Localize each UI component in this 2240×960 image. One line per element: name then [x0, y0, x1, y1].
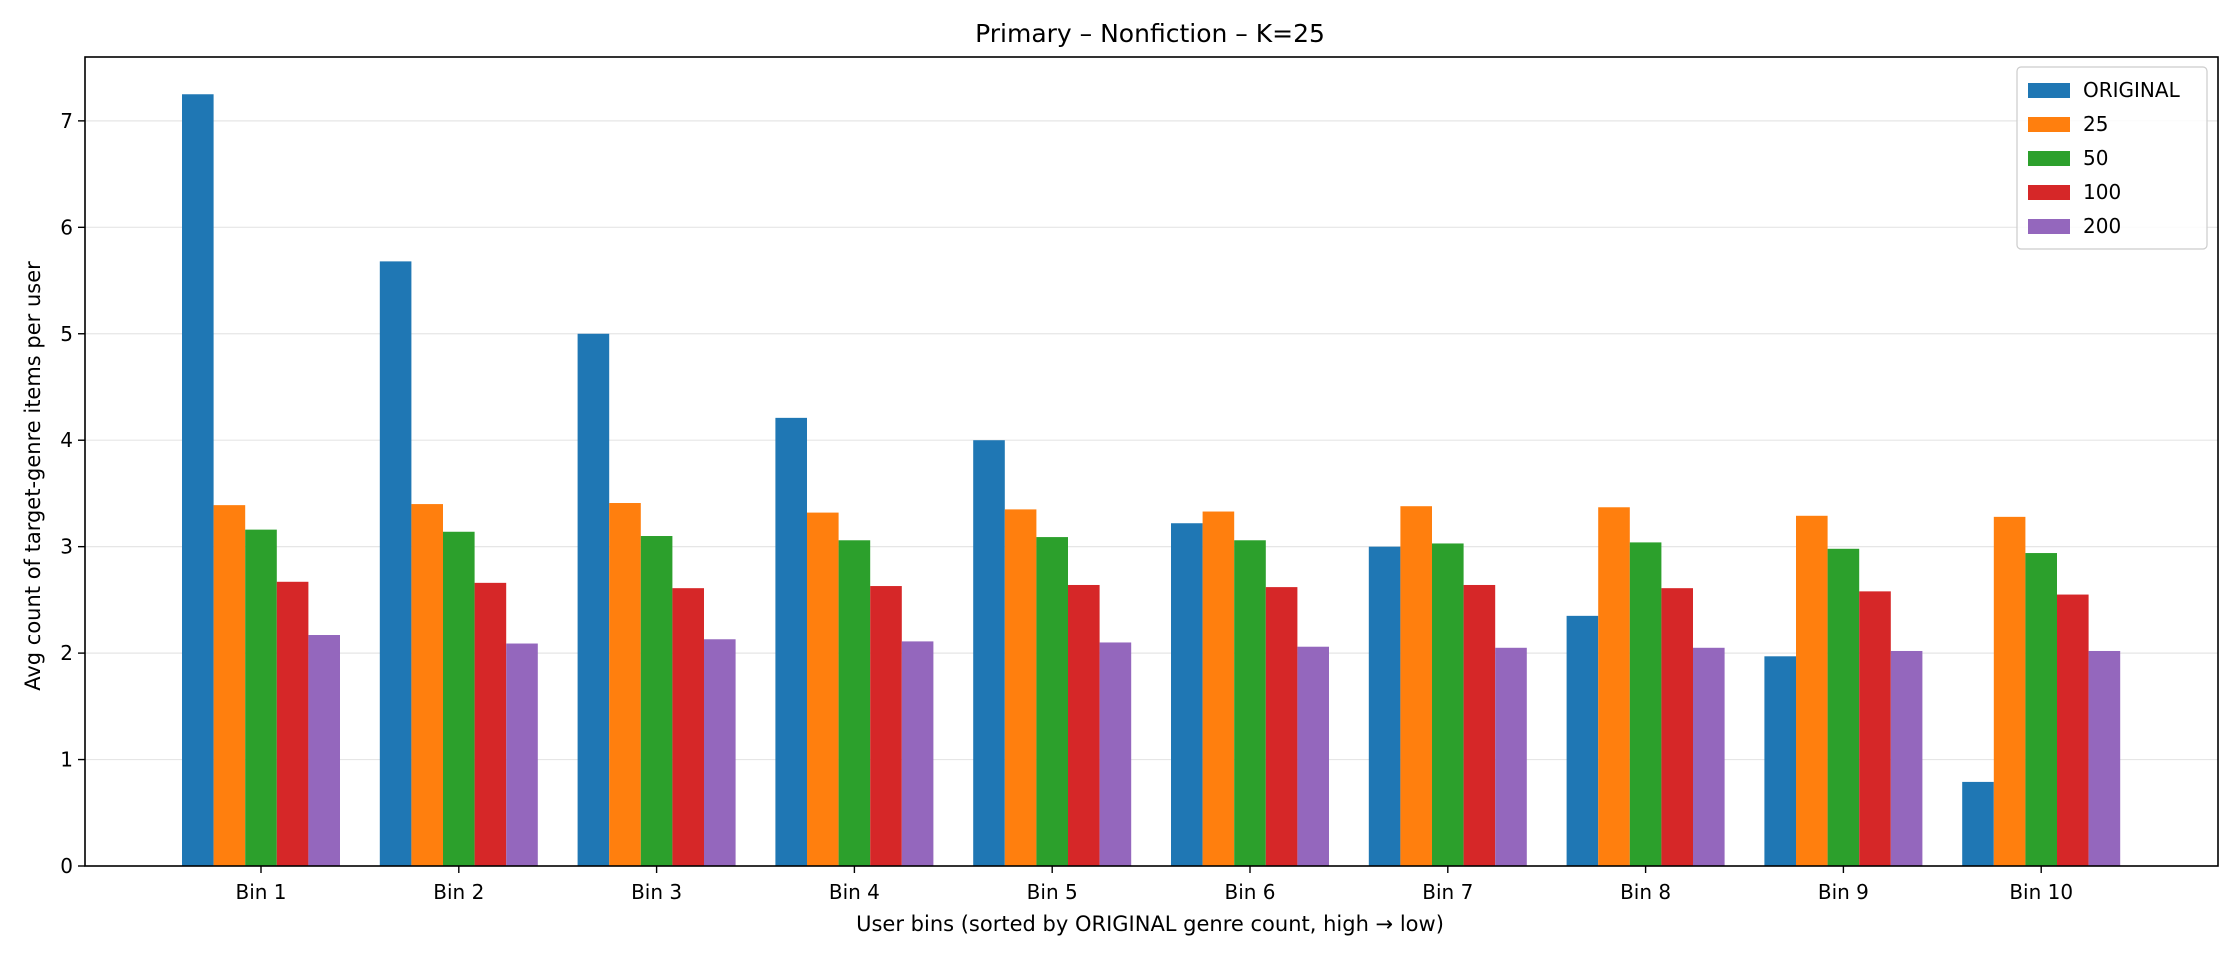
bar-25-bin-1	[213, 505, 246, 866]
bar-original-bin-4	[775, 417, 807, 866]
x-axis: Bin 1 Bin 2 Bin 3 Bin 4 Bin 5 Bin 6 Bin 7 Bin 8…	[235, 866, 2073, 904]
bar-25-bin-2	[411, 504, 443, 866]
bar-original-bin-9	[1764, 656, 1796, 866]
x-tick-label: Bin 2	[433, 880, 484, 904]
x-tick-label: Bin 9	[1818, 880, 1869, 904]
bar-100-bin-8	[1661, 588, 1693, 866]
bar-100-bin-6	[1265, 587, 1298, 866]
chart-title: Primary – Nonfiction – K=25	[975, 19, 1325, 48]
bar-50-bin-2	[443, 531, 475, 866]
x-tick-label: Bin 10	[2009, 880, 2073, 904]
plot-area-frame	[84, 56, 2219, 867]
x-tick-label: Bin 6	[1224, 880, 1275, 904]
legend-label-100: 100	[2083, 180, 2121, 204]
x-tick-label: Bin 3	[631, 880, 682, 904]
bar-25-bin-9	[1796, 515, 1828, 866]
bar-50-bin-3	[640, 536, 673, 866]
bar-original-bin-1	[182, 94, 214, 866]
legend-label-25: 25	[2083, 112, 2108, 136]
x-tick-label: Bin 7	[1422, 880, 1473, 904]
y-axis-label: Avg count of target-genre items per user	[21, 261, 45, 691]
bar-original-bin-7	[1368, 546, 1401, 866]
bar-50-bin-7	[1432, 543, 1464, 866]
y-tick-label: 4	[60, 428, 73, 452]
legend-label-200: 200	[2083, 214, 2121, 238]
y-axis: 0 1 2 3 4 5 6 7	[60, 109, 85, 878]
y-tick-label: 2	[60, 641, 73, 665]
bar-original-bin-5	[973, 440, 1005, 866]
legend-swatch-100	[2028, 185, 2070, 200]
bar-200-bin-2	[506, 643, 538, 866]
bar-25-bin-3	[609, 503, 641, 866]
bar-100-bin-7	[1463, 584, 1496, 866]
bar-original-bin-8	[1566, 615, 1599, 866]
legend: ORIGINAL 25 50 100 200	[2016, 66, 2208, 250]
bar-25-bin-8	[1598, 507, 1630, 866]
bar-200-bin-10	[2088, 650, 2121, 866]
legend-swatch-original	[2028, 83, 2070, 98]
bar-100-bin-5	[1068, 584, 1100, 866]
legend-swatch-50	[2028, 151, 2070, 166]
y-tick-label: 6	[60, 215, 73, 239]
bar-50-bin-9	[1827, 548, 1860, 866]
bar-200-bin-6	[1297, 646, 1329, 866]
bar-original-bin-6	[1171, 523, 1203, 866]
bar-50-bin-8	[1629, 542, 1662, 866]
bar-25-bin-4	[807, 512, 839, 866]
legend-box	[2016, 66, 2208, 250]
bar-100-bin-9	[1859, 591, 1891, 866]
x-tick-label: Bin 5	[1027, 880, 1078, 904]
x-tick-label: Bin 4	[829, 880, 880, 904]
bar-200-bin-1	[308, 635, 340, 866]
bar-25-bin-6	[1202, 511, 1235, 866]
bar-200-bin-3	[704, 639, 736, 866]
bar-50-bin-1	[245, 529, 277, 866]
bars	[182, 94, 2121, 867]
bar-original-bin-2	[379, 261, 412, 867]
bar-200-bin-8	[1693, 647, 1725, 866]
y-tick-label: 0	[60, 854, 73, 878]
bar-original-bin-10	[1962, 781, 1994, 866]
bar-50-bin-4	[838, 540, 871, 866]
x-tick-label: Bin 1	[235, 880, 286, 904]
bar-original-bin-3	[577, 333, 610, 866]
bar-200-bin-9	[1890, 650, 1923, 866]
bar-50-bin-5	[1036, 537, 1068, 866]
bar-25-bin-10	[1993, 516, 2026, 866]
bar-50-bin-6	[1234, 540, 1266, 866]
bar-100-bin-4	[870, 586, 902, 866]
bar-200-bin-4	[901, 641, 934, 866]
x-tick-label: Bin 8	[1620, 880, 1671, 904]
bar-50-bin-10	[2025, 553, 2057, 866]
y-tick-label: 3	[60, 535, 73, 559]
bar-200-bin-5	[1099, 642, 1132, 866]
legend-swatch-25	[2028, 117, 2070, 132]
bar-200-bin-7	[1495, 647, 1527, 866]
y-tick-label: 7	[60, 109, 73, 133]
x-axis-label: User bins (sorted by ORIGINAL genre coun…	[856, 912, 1444, 936]
legend-label-50: 50	[2083, 146, 2108, 170]
y-tick-label: 1	[60, 748, 73, 772]
legend-swatch-200	[2028, 219, 2070, 234]
bar-100-bin-3	[672, 588, 704, 866]
bar-100-bin-2	[474, 582, 507, 866]
bar-25-bin-5	[1004, 509, 1037, 866]
legend-label-original: ORIGINAL	[2083, 78, 2181, 102]
bar-25-bin-7	[1400, 506, 1432, 866]
bar-100-bin-10	[2057, 594, 2089, 866]
bar-100-bin-1	[276, 581, 309, 866]
y-tick-label: 5	[60, 322, 73, 346]
